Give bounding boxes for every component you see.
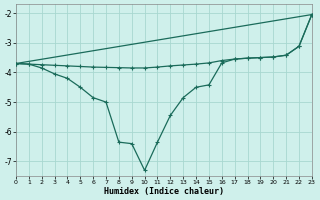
X-axis label: Humidex (Indice chaleur): Humidex (Indice chaleur) [104, 187, 224, 196]
